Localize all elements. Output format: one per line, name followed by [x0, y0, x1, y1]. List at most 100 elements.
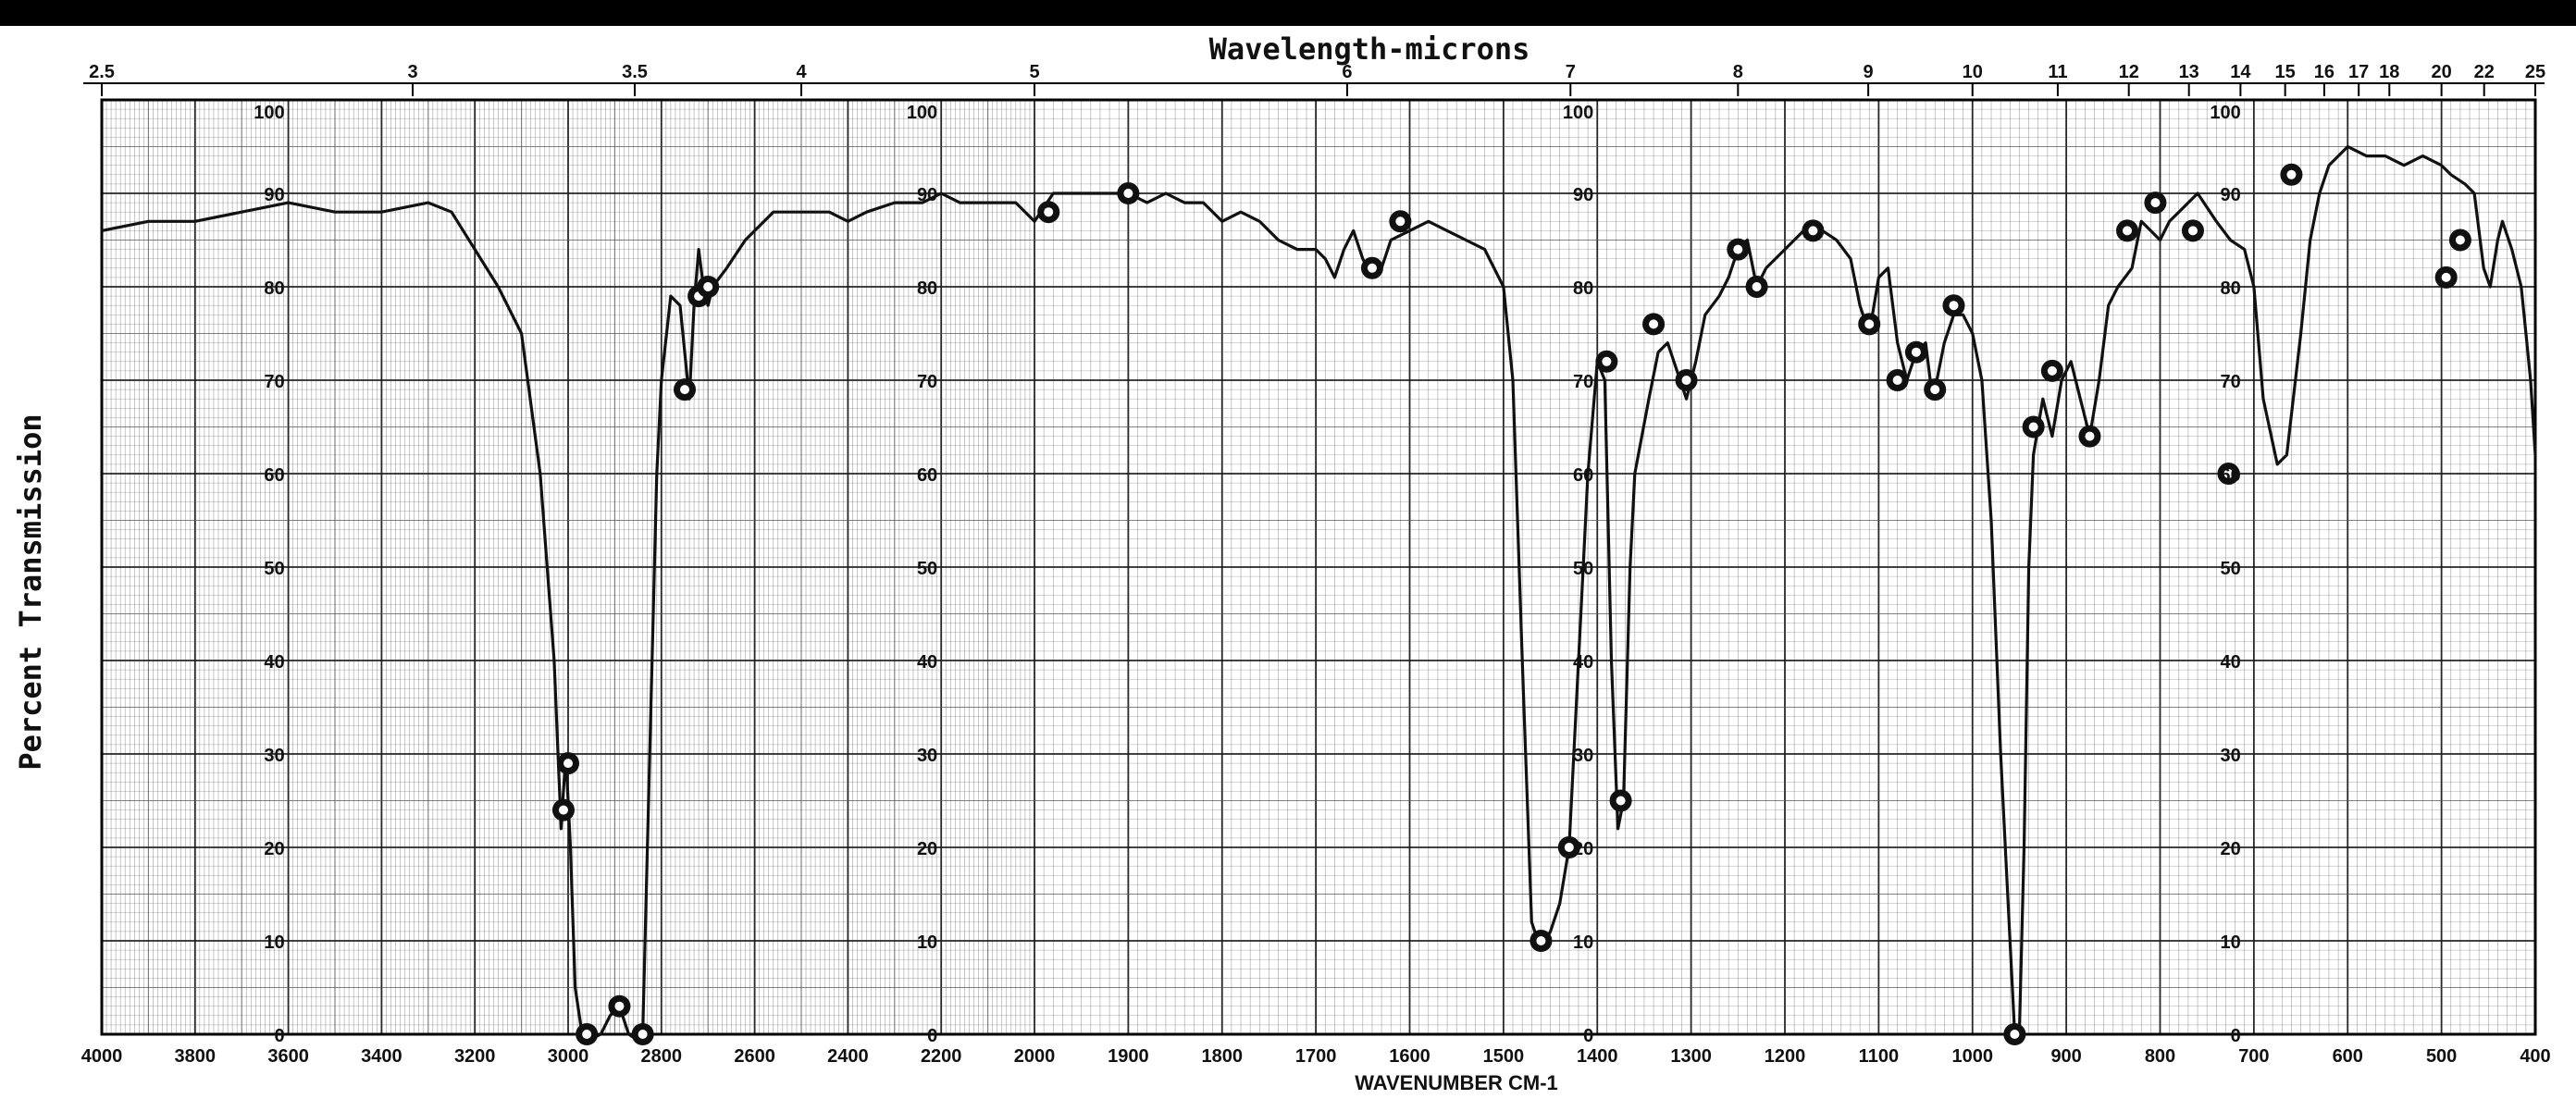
peak-marker-ring [1602, 356, 1612, 366]
bottom-tick-labels-group: 4000 3800 3600 3400 3200 3000 2800 2600 2400 2200… [81, 1046, 2551, 1067]
y-tick-label: 0 [274, 1026, 284, 1046]
y-tick-label: 60 [264, 465, 284, 486]
bottom-tick-label: 3600 [267, 1046, 309, 1067]
peak-marker-ring [680, 385, 689, 395]
spectrum-line [100, 144, 2537, 1041]
top-tick-label: 14 [2230, 62, 2251, 82]
bottom-tick-label: 700 [2238, 1046, 2269, 1067]
top-tick-label: 12 [2119, 62, 2139, 82]
peak-marker-ring [2187, 226, 2198, 236]
peak-marker-ring [2223, 469, 2234, 478]
y-tick-label: 0 [927, 1026, 937, 1046]
bottom-tick-label: 1100 [1859, 1046, 1899, 1067]
peak-marker-ring [1536, 936, 1546, 945]
peak-marker-ring [703, 282, 713, 291]
y-tick-label: 90 [1573, 185, 1593, 205]
y-tick-label: 100 [254, 103, 284, 123]
y-tick-label: 60 [1573, 465, 1593, 486]
y-tick-label: 50 [2220, 559, 2240, 579]
y-tick-label: 30 [2220, 746, 2240, 766]
peak-marker-ring [1649, 319, 1659, 329]
peak-marker-ring [1395, 216, 1406, 227]
y-tick-label: 50 [264, 559, 284, 579]
top-tick-label: 18 [2379, 62, 2399, 82]
top-tick-label: 11 [2048, 62, 2067, 82]
spectrum-curve-group [100, 144, 2537, 1041]
bottom-tick-label: 600 [2333, 1046, 2363, 1067]
y-tick-label: 30 [1573, 746, 1593, 766]
y-tick-label: 60 [2220, 465, 2240, 486]
peak-marker-ring [2085, 431, 2095, 441]
bottom-tick-label: 1500 [1483, 1046, 1525, 1067]
bottom-tick-label: 1300 [1670, 1046, 1712, 1067]
y-tick-label: 10 [264, 932, 284, 953]
peak-marker-ring [1044, 207, 1054, 217]
bottom-tick-label: 900 [2050, 1046, 2081, 1067]
bottom-tick-label: 2600 [734, 1046, 775, 1067]
top-tick-label: 7 [1566, 62, 1576, 82]
y-tick-label: 100 [1563, 103, 1593, 123]
y-tick-label: 90 [2220, 185, 2240, 205]
bottom-tick-label: 800 [2145, 1046, 2175, 1067]
top-tick-labels-group: 2.5 3 3.5 4 5 6 7 8 9 10 11 12 13 14 15 16 17 18 20 22 25 [89, 62, 2545, 82]
bottom-tick-label: 1700 [1295, 1046, 1337, 1067]
y-tick-label: 40 [2220, 652, 2240, 673]
bottom-tick-label: 1200 [1765, 1046, 1806, 1067]
y-tick-label: 40 [1573, 652, 1593, 673]
bottom-tick-label: 3400 [361, 1046, 402, 1067]
y-tick-label: 20 [264, 839, 284, 859]
y-tick-label: 50 [917, 559, 937, 579]
y-tick-label: 10 [2220, 932, 2240, 953]
peak-marker-ring [2028, 422, 2038, 432]
peak-marker-ring [1681, 376, 1691, 385]
peak-marker-ring [1892, 376, 1902, 385]
bottom-tick-label: 3200 [454, 1046, 496, 1067]
y-tick-label: 70 [917, 372, 937, 392]
top-tick-label: 17 [2348, 62, 2369, 82]
peak-marker-ring [2047, 365, 2057, 376]
y-tick-label: 70 [264, 372, 284, 392]
y-tick-label: 40 [264, 652, 284, 673]
plot-border [100, 98, 2537, 1036]
bottom-tick-label: 4000 [81, 1046, 123, 1067]
top-tick-label: 8 [1733, 62, 1743, 82]
y-tick-label: 100 [907, 103, 937, 123]
y-tick-labels-group: 0102030405060708090100010203040506070809… [254, 103, 2241, 1046]
y-tick-label: 50 [1573, 559, 1593, 579]
top-black-band [0, 0, 2576, 26]
peak-marker-ring [558, 805, 568, 815]
peak-marker-ring [1752, 282, 1762, 291]
top-tick-label: 2.5 [89, 62, 115, 82]
peak-marker-ring [564, 759, 573, 769]
y-tick-label: 0 [1583, 1026, 1593, 1046]
grid [101, 99, 2536, 1035]
top-tick-label: 5 [1029, 62, 1039, 82]
peak-marker-ring [1123, 189, 1133, 198]
top-tick-label: 16 [2314, 62, 2334, 82]
peak-marker-ring [2441, 272, 2451, 282]
peak-marker-ring [1930, 385, 1940, 395]
y-tick-label: 20 [2220, 839, 2240, 859]
y-tick-label: 10 [1573, 932, 1593, 953]
peak-marker-ring [1864, 319, 1875, 329]
bottom-tick-label: 3000 [548, 1046, 589, 1067]
y-tick-label: 30 [917, 746, 937, 766]
peak-marker-ring [2286, 169, 2297, 179]
top-tick-label: 13 [2179, 62, 2199, 82]
bottom-tick-label: 1800 [1202, 1046, 1244, 1067]
peak-marker-ring [638, 1030, 648, 1039]
circled-peaks-group [551, 163, 2471, 1045]
bottom-tick-label: 2800 [641, 1046, 683, 1067]
y-tick-label: 90 [917, 185, 937, 205]
top-tick-label: 15 [2275, 62, 2296, 82]
top-tick-label: 25 [2525, 62, 2545, 82]
peak-marker-ring [614, 1001, 625, 1011]
bottom-tick-label: 2000 [1014, 1046, 1056, 1067]
peak-marker-ring [2010, 1030, 2020, 1039]
bottom-tick-label: 1900 [1108, 1046, 1149, 1067]
peak-marker-ring [1949, 301, 1959, 311]
bottom-tick-label: 2400 [827, 1046, 869, 1067]
top-tick-label: 9 [1864, 62, 1874, 82]
peak-marker-ring [1564, 843, 1574, 852]
